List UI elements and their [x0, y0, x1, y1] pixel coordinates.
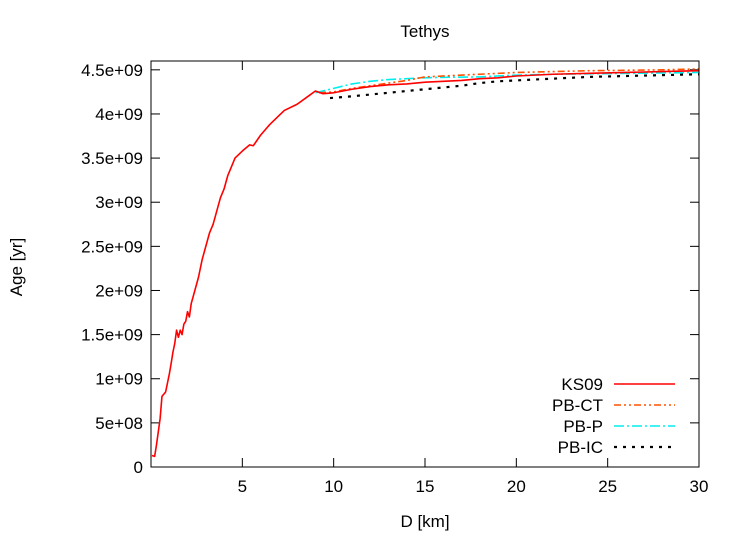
series-line-pb-ic — [329, 73, 699, 100]
y-tick-label: 3e+09 — [95, 193, 143, 212]
series-line-ks09 — [151, 69, 699, 458]
y-tick-label: 2.5e+09 — [81, 237, 143, 256]
legend-label-ks09: KS09 — [561, 375, 603, 394]
y-axis-label: Age [yr] — [7, 238, 26, 297]
x-tick-label: 5 — [238, 477, 247, 496]
y-tick-label: 0 — [134, 458, 143, 477]
x-tick-label: 15 — [416, 477, 435, 496]
series-line-pb-p — [315, 71, 699, 94]
plot-frame — [150, 60, 700, 468]
x-axis-label: D [km] — [400, 512, 449, 531]
chart-title: Tethys — [400, 22, 449, 41]
y-tick-label: 5e+08 — [95, 414, 143, 433]
series-layer — [151, 68, 699, 458]
y-tick-label: 1e+09 — [95, 370, 143, 389]
y-axis-ticks: 0 5e+08 1e+09 1.5e+09 2e+09 2.5e+09 3e+09 3.5e+… — [81, 61, 699, 477]
series-line-pb-ct — [319, 68, 699, 94]
legend-label-pb-p: PB-P — [563, 417, 603, 436]
x-tick-label: 25 — [598, 477, 617, 496]
legend-label-pb-ct: PB-CT — [552, 396, 603, 415]
y-tick-label: 3.5e+09 — [81, 149, 143, 168]
x-tick-label: 20 — [507, 477, 526, 496]
legend: KS09 PB-CT PB-P PB-IC — [552, 375, 675, 457]
x-tick-label: 30 — [690, 477, 709, 496]
y-tick-label: 1.5e+09 — [81, 326, 143, 345]
y-tick-label: 4.5e+09 — [81, 61, 143, 80]
y-tick-label: 2e+09 — [95, 281, 143, 300]
x-tick-label: 10 — [324, 477, 343, 496]
legend-label-pb-ic: PB-IC — [558, 438, 603, 457]
x-axis-ticks: 5 10 15 20 25 30 — [238, 61, 709, 496]
y-tick-label: 4e+09 — [95, 105, 143, 124]
